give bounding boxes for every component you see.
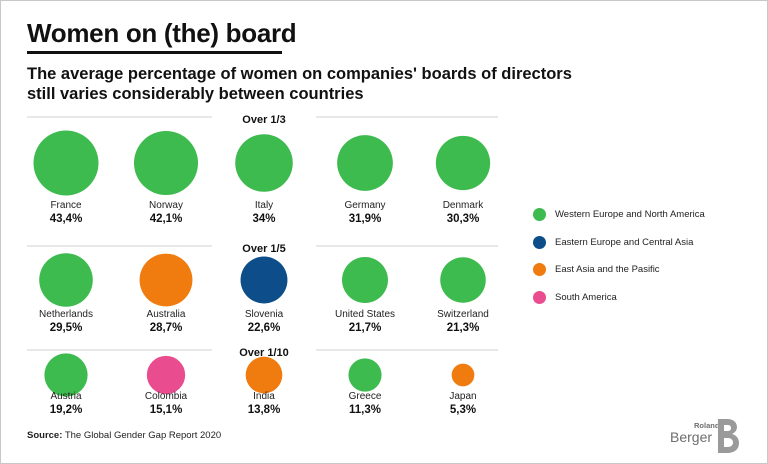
bubble-united-states xyxy=(342,257,388,303)
country-label: Australia xyxy=(147,309,186,320)
legend-item-western-europe-north-america: Western Europe and North America xyxy=(533,208,763,236)
legend-item-east-asia-pacific: East Asia and the Pasific xyxy=(533,263,763,291)
value-label: 5,3% xyxy=(450,404,476,416)
value-label: 31,9% xyxy=(349,213,382,225)
bubble-colombia xyxy=(146,355,186,395)
value-label: 30,3% xyxy=(447,213,480,225)
value-label: 21,3% xyxy=(447,322,480,334)
country-label: Germany xyxy=(344,200,385,211)
value-label: 13,8% xyxy=(248,404,281,416)
value-label: 19,2% xyxy=(50,404,83,416)
value-label: 42,1% xyxy=(150,213,183,225)
legend-item-eastern-europe-central-asia: Eastern Europe and Central Asia xyxy=(533,235,763,264)
country-label: Switzerland xyxy=(437,309,489,320)
legend-swatch xyxy=(533,208,546,221)
title-underline xyxy=(27,51,282,54)
bubble-switzerland xyxy=(440,257,486,303)
value-label: 22,6% xyxy=(248,322,281,334)
bubble-netherlands xyxy=(39,253,93,307)
bubble-norway xyxy=(133,130,199,196)
group-label: Over 1/5 xyxy=(242,243,285,255)
value-label: 21,7% xyxy=(349,322,382,334)
source-text: The Global Gender Gap Report 2020 xyxy=(64,430,222,441)
source-note: Source: The Global Gender Gap Report 202… xyxy=(27,430,221,441)
country-label: Norway xyxy=(149,200,183,211)
group-label: Over 1/3 xyxy=(242,114,285,126)
bubble-italy xyxy=(235,134,293,192)
bubble-germany xyxy=(337,135,393,191)
value-label: 28,7% xyxy=(150,322,183,334)
bubble-austria xyxy=(44,353,88,397)
country-label: Netherlands xyxy=(39,309,93,320)
legend-item-south-america: South America xyxy=(533,290,763,319)
value-label: 29,5% xyxy=(50,322,83,334)
page-subtitle: The average percentage of women on compa… xyxy=(27,65,572,103)
legend-label: East Asia and the Pasific xyxy=(555,264,660,275)
country-label: Slovenia xyxy=(245,309,284,320)
source-label: Source: xyxy=(27,430,63,441)
country-label: Colombia xyxy=(145,391,188,402)
country-label: France xyxy=(50,200,82,211)
legend-swatch xyxy=(533,290,546,304)
country-label: India xyxy=(253,391,275,402)
legend-label: Western Europe and North America xyxy=(555,209,705,220)
legend-swatch xyxy=(533,263,546,276)
legend-swatch xyxy=(533,235,546,249)
country-label: Greece xyxy=(349,391,382,402)
country-label: Italy xyxy=(255,200,273,211)
page-title: Women on (the) board xyxy=(27,18,297,48)
value-label: 15,1% xyxy=(150,404,183,416)
bubble-japan xyxy=(451,363,475,387)
bubble-france xyxy=(33,130,99,196)
country-label: Denmark xyxy=(443,200,485,211)
country-label: Japan xyxy=(449,391,476,402)
bubble-india xyxy=(245,356,283,394)
bubble-slovenia xyxy=(240,256,288,304)
bubble-australia xyxy=(139,253,193,307)
logo-large-text: Berger xyxy=(670,429,713,445)
bubble-denmark xyxy=(435,135,491,191)
logo-small-text: Roland xyxy=(694,421,720,430)
legend-label: South America xyxy=(555,291,617,303)
country-label: United States xyxy=(335,309,395,320)
logo-b-mark xyxy=(718,419,739,453)
roland-berger-logo: Roland Berger xyxy=(670,418,746,454)
country-label: Austria xyxy=(50,391,82,402)
group-label: Over 1/10 xyxy=(239,347,289,359)
value-label: 11,3% xyxy=(349,404,381,416)
value-label: 43,4% xyxy=(50,213,83,225)
bubble-greece xyxy=(348,358,382,392)
legend-label: Eastern Europe and Central Asia xyxy=(555,236,694,248)
legend: Western Europe and North America Eastern … xyxy=(533,208,763,318)
value-label: 34% xyxy=(252,213,275,225)
